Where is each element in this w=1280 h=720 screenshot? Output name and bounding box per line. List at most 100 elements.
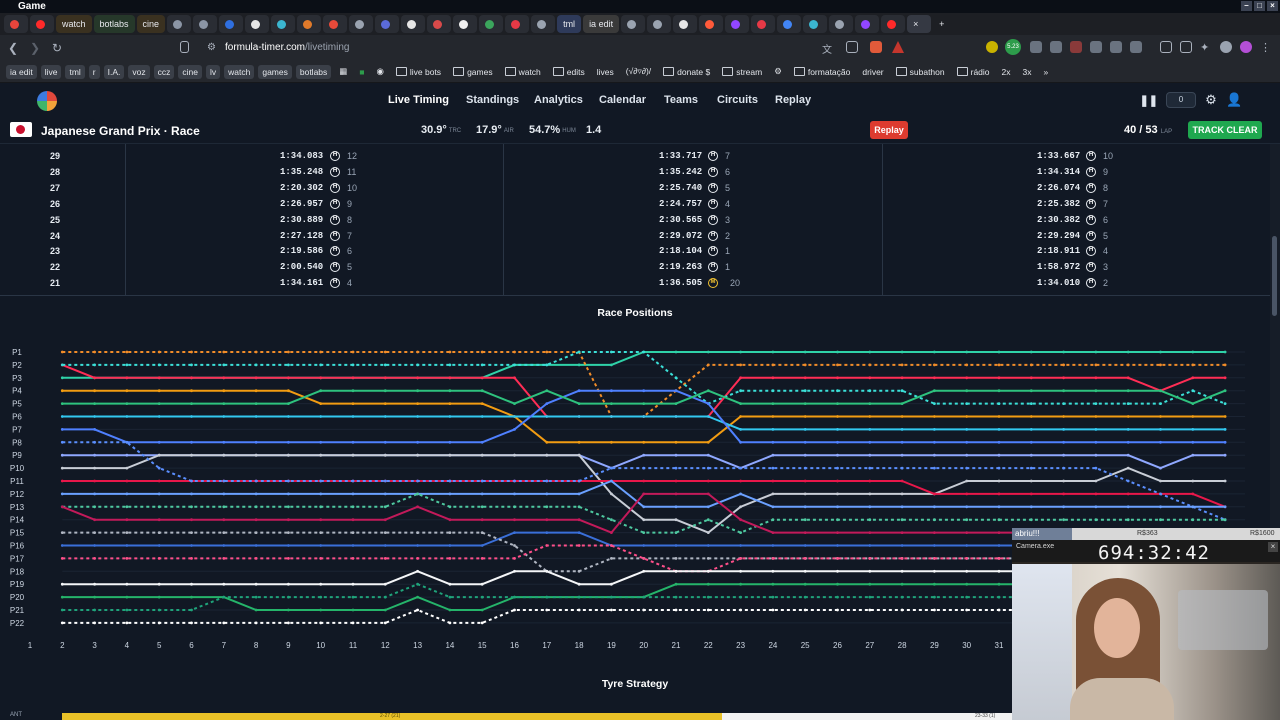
alert-icon[interactable] <box>892 41 904 53</box>
bookmark-item[interactable]: lives <box>596 66 614 77</box>
tab-favicon-18[interactable] <box>699 15 724 33</box>
bookmark-icon-gear[interactable]: ⚙ <box>774 66 782 76</box>
bookmark-item[interactable]: 3x <box>1022 66 1032 77</box>
tab-favicon-12[interactable] <box>479 15 504 33</box>
extension-badge-icon[interactable]: 5.23 <box>1005 39 1021 55</box>
tab-favicon-4[interactable] <box>271 15 296 33</box>
translate-icon[interactable]: 文 <box>822 45 832 56</box>
tab-favicon-16[interactable] <box>647 15 672 33</box>
tab-favicon-21[interactable] <box>777 15 802 33</box>
tab-favicon-9[interactable] <box>401 15 426 33</box>
tab-favicon-22[interactable] <box>803 15 828 33</box>
bookmark-item[interactable]: I.A. <box>103 64 125 79</box>
brave-icon[interactable] <box>870 41 882 53</box>
tab-favicon-11[interactable] <box>453 15 478 33</box>
bookmark-item[interactable]: cine <box>178 64 202 79</box>
bookmark-item[interactable]: ccz <box>153 64 175 79</box>
bookmark-folder[interactable]: watch <box>501 65 545 79</box>
driver-position-line[interactable] <box>61 492 1226 534</box>
bookmark-item[interactable]: games <box>258 64 292 79</box>
tab-favicon-chrome[interactable] <box>4 15 28 33</box>
bookmark-folder[interactable]: live bots <box>392 65 445 79</box>
tab-favicon-3[interactable] <box>219 15 244 33</box>
profile-icon[interactable] <box>1220 41 1232 53</box>
tab-ia-edit[interactable]: ia edit <box>583 15 620 33</box>
extension-2-icon[interactable] <box>1030 41 1042 53</box>
driver-position-line[interactable] <box>62 415 1226 431</box>
tab-favicon-5[interactable] <box>297 15 322 33</box>
nav-teams[interactable]: Teams <box>664 94 699 106</box>
bookmark-folder[interactable]: donate $ <box>659 65 714 79</box>
bookmark-item[interactable]: r <box>88 64 100 79</box>
nav-calendar[interactable]: Calendar <box>599 94 647 106</box>
close-tab-icon[interactable]: × <box>913 19 919 29</box>
extension-6-icon[interactable] <box>1110 41 1122 53</box>
nav-circuits[interactable]: Circuits <box>717 94 758 106</box>
nav-live-timing[interactable]: Live Timing <box>388 94 449 106</box>
bookmark-item[interactable]: voz <box>128 64 150 79</box>
url-field[interactable]: ⚙ formula-timer.com/livetiming <box>205 40 855 56</box>
close-icon[interactable]: × <box>1268 542 1278 552</box>
apps-grid-icon[interactable]: ▦ <box>339 66 348 76</box>
bookmark-item[interactable]: botlabs <box>295 64 332 79</box>
bookmark-item[interactable]: ia edit <box>6 64 37 79</box>
extension-7-icon[interactable] <box>1130 41 1142 53</box>
sidebar-icon[interactable] <box>1160 41 1172 53</box>
app-logo[interactable] <box>37 91 57 111</box>
tab-favicon-6[interactable] <box>323 15 348 33</box>
bookmark-folder[interactable]: stream <box>718 65 766 79</box>
tab-favicon-19[interactable] <box>725 15 750 33</box>
extension-4-icon[interactable] <box>1070 41 1082 53</box>
bookmark-item[interactable]: lv <box>205 64 221 79</box>
close-icon[interactable]: × <box>1267 1 1278 11</box>
bookmark-folder[interactable]: rádio <box>953 65 994 79</box>
settings-gear-icon[interactable]: ⚙ <box>1205 92 1217 107</box>
maximize-icon[interactable]: □ <box>1254 1 1265 11</box>
tab-favicon-23[interactable] <box>829 15 854 33</box>
tab-favicon-24[interactable] <box>855 15 880 33</box>
menu-icon[interactable]: ⋮ <box>1260 42 1271 54</box>
bookmark-folder[interactable]: games <box>449 65 497 79</box>
tab-favicon-20[interactable] <box>751 15 776 33</box>
share-icon[interactable] <box>846 41 858 53</box>
minimize-icon[interactable]: – <box>1241 1 1252 11</box>
tab-tml[interactable]: tml <box>557 15 582 33</box>
nav-replay[interactable]: Replay <box>775 94 812 106</box>
tab-favicon-8[interactable] <box>375 15 400 33</box>
scrollbar-thumb[interactable] <box>1272 236 1277 316</box>
tab-favicon-14[interactable] <box>531 15 556 33</box>
extension-8-icon[interactable] <box>1240 41 1252 53</box>
bookmark-item[interactable]: live <box>40 64 62 79</box>
page-scrollbar[interactable] <box>1270 144 1280 720</box>
bookmark-item[interactable]: 2x <box>1001 66 1011 77</box>
tab-watch[interactable]: watch <box>56 15 92 33</box>
speed-selector[interactable]: 0 <box>1166 92 1196 108</box>
tab-favicon-13[interactable] <box>505 15 530 33</box>
driver-position-line[interactable] <box>62 351 1226 418</box>
tab-favicon-youtube[interactable] <box>30 15 54 33</box>
driver-position-line[interactable] <box>62 454 1226 470</box>
bookmark-item[interactable]: watch <box>224 64 255 79</box>
tab-active-close[interactable]: × <box>907 15 932 33</box>
chevron-right-icon[interactable]: » <box>1043 66 1049 77</box>
bookmark-folder[interactable]: formatação <box>790 65 855 79</box>
tab-favicon-15[interactable] <box>621 15 646 33</box>
back-icon[interactable]: ❮ <box>7 41 19 55</box>
bookmark-item[interactable]: (√∂▿∂)/ <box>625 66 652 76</box>
replay-badge[interactable]: Replay <box>870 121 908 139</box>
nav-standings[interactable]: Standings <box>466 94 520 106</box>
bookmark-item[interactable]: tml <box>65 64 85 79</box>
new-tab-button[interactable]: + <box>933 15 957 33</box>
bookmark-folder[interactable]: edits <box>549 65 589 79</box>
nav-analytics[interactable]: Analytics <box>534 94 583 106</box>
tab-favicon-10[interactable] <box>427 15 452 33</box>
tab-cine[interactable]: cine <box>136 15 166 33</box>
user-icon[interactable]: 👤 <box>1226 92 1243 107</box>
tab-favicon-25[interactable] <box>881 15 906 33</box>
extension-3-icon[interactable] <box>1050 41 1062 53</box>
forward-icon[interactable]: ❯ <box>29 41 41 55</box>
driver-position-line[interactable] <box>62 492 1226 534</box>
pause-icon[interactable]: ❚❚ <box>1139 94 1158 107</box>
bookmark-item[interactable]: driver <box>862 66 884 77</box>
lap-times-table[interactable]: 29 1:34.083 H 12 1:33.717 H 7 1:33.667 H 10 28 1:35… <box>0 144 1270 296</box>
